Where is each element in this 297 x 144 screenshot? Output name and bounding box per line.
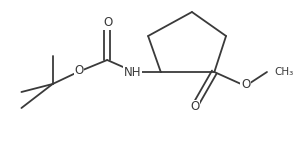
- Text: NH: NH: [124, 66, 141, 78]
- Text: O: O: [74, 65, 83, 77]
- Text: CH₃: CH₃: [275, 67, 294, 77]
- Text: O: O: [241, 78, 250, 91]
- Text: O: O: [104, 17, 113, 30]
- Text: O: O: [190, 101, 200, 113]
